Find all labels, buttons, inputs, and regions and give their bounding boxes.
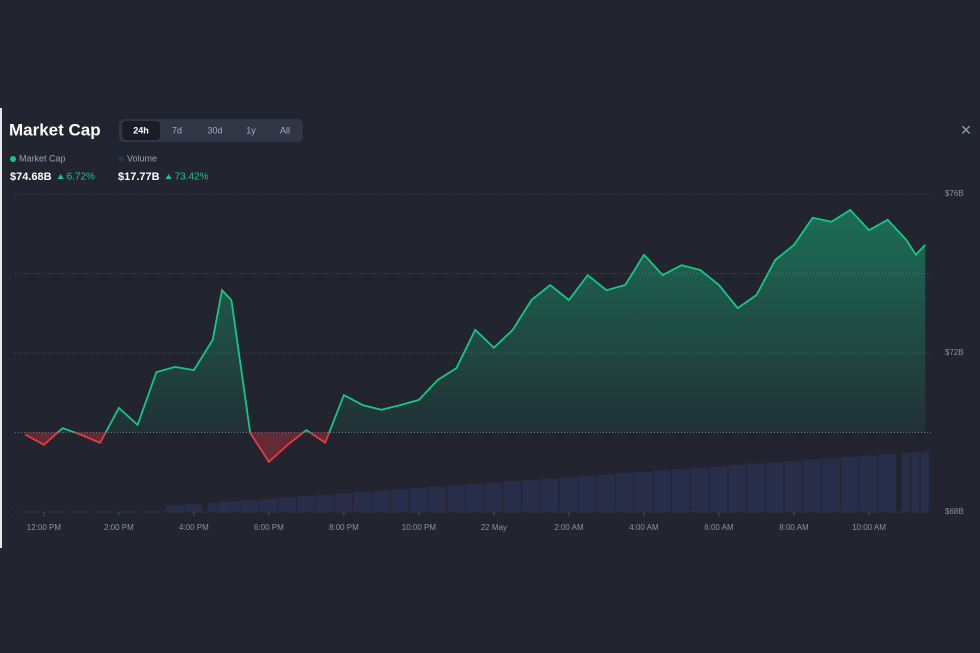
volume-bar xyxy=(901,452,911,512)
volume-bar xyxy=(315,494,334,512)
volume-bar xyxy=(672,469,690,512)
x-tick-label: 2:00 AM xyxy=(554,523,584,532)
volume-bar xyxy=(634,471,653,512)
x-tick-label: 10:00 PM xyxy=(402,523,437,532)
x-tick-label: 6:00 AM xyxy=(704,523,734,532)
volume-bar xyxy=(597,474,615,512)
stat-value: $17.77B xyxy=(118,171,160,183)
volume-bar xyxy=(428,486,447,512)
stat-change: 6.72% xyxy=(67,172,95,183)
legend-label: Market Cap xyxy=(19,153,66,163)
volume-bar xyxy=(747,463,765,512)
tab-active[interactable] xyxy=(122,121,160,140)
stat-arrow xyxy=(165,174,172,179)
volume-bar xyxy=(522,479,540,512)
tab[interactable]: 30d xyxy=(207,125,222,135)
volume-bar xyxy=(465,484,484,512)
volume-bar xyxy=(840,456,859,512)
tab[interactable]: 7d xyxy=(172,125,182,135)
x-tick-label: 10:00 AM xyxy=(852,523,886,532)
volume-bar xyxy=(390,489,409,512)
volume-bar xyxy=(859,455,878,512)
x-tick-label: 8:00 PM xyxy=(329,523,359,532)
volume-bar xyxy=(653,470,672,512)
x-tick-label: 6:00 PM xyxy=(254,523,284,532)
tab[interactable]: All xyxy=(280,125,290,135)
x-tick-label: 12:00 PM xyxy=(27,523,62,532)
volume-bar xyxy=(217,502,226,512)
volume-bar xyxy=(920,451,929,512)
tab[interactable]: 24h xyxy=(133,125,149,135)
x-tick-label: 4:00 AM xyxy=(629,523,659,532)
volume-bar xyxy=(728,464,747,512)
volume-bar xyxy=(409,488,428,512)
volume-bar xyxy=(184,504,203,512)
volume-bar xyxy=(278,497,297,512)
chart-title: Market Cap xyxy=(9,120,101,139)
x-tick-label: 2:00 PM xyxy=(104,523,134,532)
area-up xyxy=(25,209,926,433)
volume-bar xyxy=(803,459,822,512)
y-tick-label: $72B xyxy=(945,348,964,357)
volume-bar xyxy=(615,473,634,512)
legend-label: Volume xyxy=(127,153,157,163)
panel-edge xyxy=(0,108,2,548)
volume-bar xyxy=(259,498,278,512)
volume-bar xyxy=(297,496,315,512)
x-tick-label: 22 May xyxy=(481,523,507,532)
line-up xyxy=(56,208,926,433)
volume-bar xyxy=(484,482,503,512)
y-tick-label: $68B xyxy=(945,507,964,516)
volume-bar xyxy=(222,501,240,512)
volume-bar xyxy=(165,505,184,512)
tab-bar xyxy=(119,119,303,142)
volume-bar xyxy=(372,490,390,512)
volume-bar xyxy=(559,477,578,512)
volume-bar xyxy=(690,467,709,512)
stat-value: $74.68B xyxy=(10,171,52,183)
tab[interactable]: 1y xyxy=(246,125,256,135)
volume-bar xyxy=(353,491,372,512)
y-tick-label: $76B xyxy=(945,189,964,198)
volume-bar xyxy=(503,481,522,512)
volume-bar xyxy=(207,502,217,512)
volume-bar xyxy=(765,462,784,512)
close-icon[interactable]: × xyxy=(961,120,972,140)
volume-bar xyxy=(784,461,803,512)
volume-bar xyxy=(911,452,920,512)
volume-bar xyxy=(578,475,597,512)
stat-change: 73.42% xyxy=(175,172,209,183)
volume-bar xyxy=(334,493,353,512)
x-tick-label: 8:00 AM xyxy=(779,523,809,532)
stat-arrow xyxy=(57,174,64,179)
volume-bar xyxy=(878,454,897,512)
volume-bar xyxy=(709,466,728,512)
volume-bar xyxy=(540,478,559,512)
legend-dot xyxy=(10,156,16,162)
legend-dot xyxy=(118,156,124,162)
volume-bar xyxy=(240,500,259,512)
x-tick-label: 4:00 PM xyxy=(179,523,209,532)
volume-bar xyxy=(447,485,465,512)
volume-bar xyxy=(822,458,840,512)
